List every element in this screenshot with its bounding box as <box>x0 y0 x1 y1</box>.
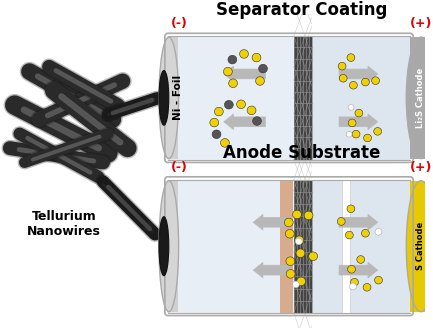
FancyBboxPatch shape <box>168 37 178 159</box>
Circle shape <box>348 119 356 127</box>
FancyBboxPatch shape <box>168 180 294 313</box>
Text: Separator Coating: Separator Coating <box>216 1 388 19</box>
Circle shape <box>352 130 360 138</box>
Circle shape <box>346 132 352 137</box>
Circle shape <box>229 79 237 88</box>
Circle shape <box>295 238 302 245</box>
Circle shape <box>223 67 233 76</box>
Circle shape <box>348 105 354 110</box>
Circle shape <box>349 81 357 89</box>
Circle shape <box>220 139 229 147</box>
Circle shape <box>293 210 301 219</box>
Circle shape <box>295 236 304 245</box>
Circle shape <box>374 128 381 135</box>
Text: (+): (+) <box>410 161 432 174</box>
Circle shape <box>362 78 369 86</box>
FancyBboxPatch shape <box>342 180 350 313</box>
Circle shape <box>228 55 237 64</box>
Circle shape <box>284 218 293 227</box>
Circle shape <box>286 257 295 265</box>
Ellipse shape <box>406 181 433 312</box>
FancyBboxPatch shape <box>168 36 294 160</box>
Circle shape <box>259 64 268 73</box>
Circle shape <box>210 118 219 127</box>
Circle shape <box>252 117 262 125</box>
Text: Li₂S Cathode: Li₂S Cathode <box>417 68 426 128</box>
Circle shape <box>339 74 347 82</box>
FancyBboxPatch shape <box>280 180 293 313</box>
Circle shape <box>347 205 355 213</box>
Circle shape <box>309 252 317 260</box>
Circle shape <box>357 256 365 263</box>
Circle shape <box>252 53 261 62</box>
Ellipse shape <box>406 37 433 159</box>
Text: Anode Substrate: Anode Substrate <box>223 144 381 162</box>
Circle shape <box>285 230 294 238</box>
Circle shape <box>296 249 305 257</box>
FancyBboxPatch shape <box>168 181 178 312</box>
Circle shape <box>297 277 306 286</box>
Circle shape <box>337 217 345 225</box>
Ellipse shape <box>159 71 169 125</box>
Circle shape <box>304 211 313 220</box>
Circle shape <box>349 283 356 290</box>
Text: (-): (-) <box>171 17 188 31</box>
Text: Tellurium
Nanowires: Tellurium Nanowires <box>27 210 101 238</box>
Circle shape <box>338 62 346 70</box>
Circle shape <box>363 283 371 291</box>
Text: (+): (+) <box>410 17 432 31</box>
Text: Ni - Foil: Ni - Foil <box>173 75 183 120</box>
Circle shape <box>239 50 249 58</box>
Circle shape <box>372 77 379 85</box>
FancyBboxPatch shape <box>311 36 410 160</box>
FancyBboxPatch shape <box>410 181 432 312</box>
Ellipse shape <box>159 217 169 276</box>
Circle shape <box>355 109 363 117</box>
FancyBboxPatch shape <box>410 37 432 159</box>
Circle shape <box>364 134 372 142</box>
Circle shape <box>286 270 295 278</box>
Circle shape <box>347 54 355 61</box>
Circle shape <box>292 281 299 288</box>
Text: (-): (-) <box>171 161 188 174</box>
Circle shape <box>224 100 233 109</box>
Text: S Cathode: S Cathode <box>417 222 426 270</box>
Circle shape <box>237 100 246 109</box>
Ellipse shape <box>159 181 178 312</box>
Circle shape <box>247 106 256 115</box>
Circle shape <box>375 276 382 284</box>
FancyBboxPatch shape <box>294 36 311 160</box>
Circle shape <box>212 130 221 138</box>
FancyBboxPatch shape <box>311 180 410 313</box>
Circle shape <box>362 229 369 237</box>
Circle shape <box>351 278 359 286</box>
FancyBboxPatch shape <box>294 180 311 313</box>
Circle shape <box>255 77 265 85</box>
Ellipse shape <box>159 37 178 159</box>
Circle shape <box>375 229 382 235</box>
Circle shape <box>214 107 223 116</box>
Circle shape <box>348 265 355 273</box>
Circle shape <box>346 231 353 239</box>
